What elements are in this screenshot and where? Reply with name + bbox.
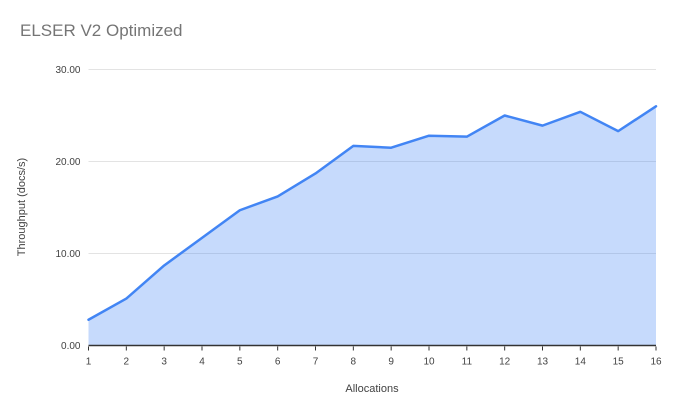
x-tick-label: 7 — [313, 357, 319, 368]
y-axis-title: Throughput (docs/s) — [16, 157, 28, 257]
x-tick-label: 13 — [537, 357, 549, 368]
x-tick-label: 16 — [650, 357, 662, 368]
x-tick-label: 11 — [462, 357, 473, 368]
y-tick-label: 0.00 — [61, 341, 81, 352]
x-tick-label: 5 — [237, 357, 243, 368]
x-tick-label: 14 — [575, 357, 587, 368]
series-line — [87, 105, 658, 321]
area-fill — [88, 106, 656, 346]
chart-title: ELSER V2 Optimized — [20, 21, 183, 40]
x-tick-label: 1 — [86, 357, 92, 368]
x-axis-title: Allocations — [345, 383, 399, 395]
x-tick-label: 9 — [388, 357, 394, 368]
x-tick-label: 8 — [351, 357, 357, 368]
x-tick-label: 15 — [613, 357, 625, 368]
x-tick-label: 10 — [423, 357, 435, 368]
x-tick-label: 3 — [161, 357, 167, 368]
y-tick-label: 20.00 — [55, 157, 80, 168]
x-tick-label: 6 — [275, 357, 281, 368]
y-tick-label: 30.00 — [55, 65, 80, 76]
y-tick-label: 10.00 — [55, 249, 80, 260]
x-tick-label: 4 — [199, 357, 205, 368]
x-tick-label: 12 — [499, 357, 511, 368]
x-tick-label: 2 — [124, 357, 130, 368]
